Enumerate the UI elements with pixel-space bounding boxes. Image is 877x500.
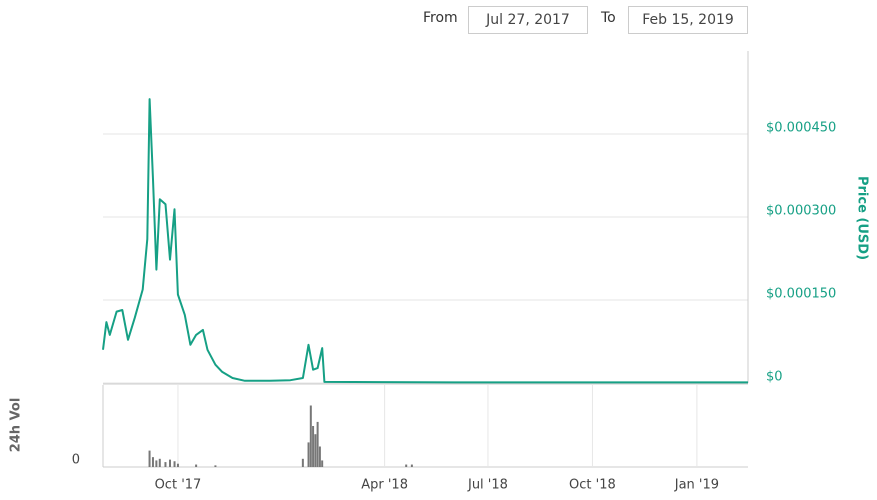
volume-bar	[151, 457, 154, 467]
volume-bar	[164, 462, 167, 467]
y-axis-title: Price (USD)	[855, 176, 870, 260]
from-date-input[interactable]: Jul 27, 2017	[468, 6, 588, 34]
volume-bar	[316, 421, 319, 467]
x-tick-label: Jul '18	[467, 478, 508, 493]
from-label: From	[423, 10, 458, 26]
y-tick-label: $0.000300	[766, 204, 836, 219]
volume-bar	[410, 464, 413, 467]
x-tick-label: Oct '17	[155, 478, 202, 493]
x-tick-label: Oct '18	[569, 478, 616, 493]
volume-bar	[173, 461, 176, 467]
volume-bar	[214, 465, 217, 467]
y-tick-label: $0	[766, 370, 783, 385]
price-line	[102, 98, 748, 384]
y-tick-label: $0.000450	[766, 121, 836, 136]
volume-bar	[176, 463, 179, 467]
volume-bar	[195, 464, 198, 467]
volume-bar	[314, 434, 317, 467]
volume-bar	[309, 405, 312, 467]
x-tick-label: Jan '19	[674, 478, 719, 493]
to-label: To	[601, 10, 616, 26]
volume-bar	[312, 426, 315, 467]
volume-bar	[155, 460, 158, 467]
volume-bar	[307, 442, 310, 467]
volume-tick-label: 0	[72, 453, 80, 468]
volume-bar	[405, 464, 408, 467]
y-tick-label: $0.000150	[766, 287, 836, 302]
volume-bar	[148, 450, 151, 467]
volume-bar	[321, 460, 324, 467]
to-date-input[interactable]: Feb 15, 2019	[628, 6, 748, 34]
volume-bar	[301, 458, 304, 467]
volume-bar	[168, 459, 171, 467]
volume-axis-title: 24h Vol	[9, 398, 24, 453]
volume-bar	[158, 458, 161, 467]
x-tick-label: Apr '18	[361, 478, 408, 493]
volume-bar	[318, 446, 321, 467]
